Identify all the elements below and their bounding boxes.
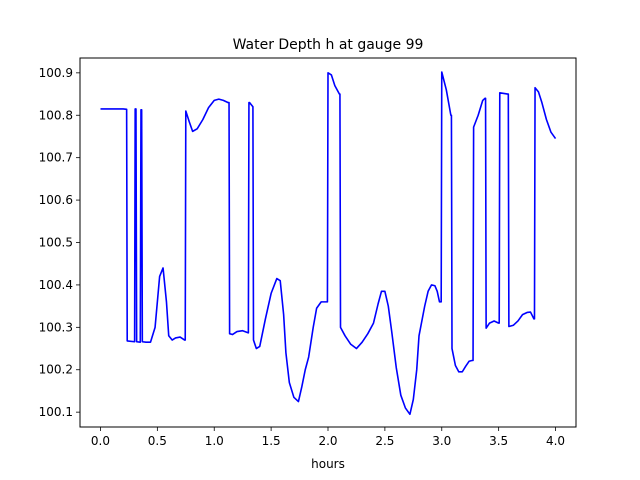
y-axis: 100.1 100.2 100.3 100.4 100.5 100.6 100.7 100.8… bbox=[39, 66, 80, 419]
y-tick-label: 100.8 bbox=[39, 108, 73, 122]
y-tick-label: 100.7 bbox=[39, 151, 73, 165]
x-tick-label: 1.0 bbox=[205, 434, 224, 448]
x-tick-label: 1.5 bbox=[262, 434, 281, 448]
x-tick-label: 3.5 bbox=[489, 434, 508, 448]
chart-title: Water Depth h at gauge 99 bbox=[233, 37, 424, 53]
x-tick-label: 2.0 bbox=[318, 434, 337, 448]
series-line-0 bbox=[100, 71, 557, 416]
plot-frame bbox=[79, 57, 577, 428]
x-tick-label: 3.0 bbox=[432, 434, 451, 448]
x-tick-label: 0.0 bbox=[91, 434, 110, 448]
y-tick-label: 100.4 bbox=[39, 278, 73, 292]
y-tick-label: 100.9 bbox=[39, 66, 73, 80]
x-tick-label: 2.5 bbox=[375, 434, 394, 448]
x-axis-label: hours bbox=[311, 457, 345, 471]
plot-area bbox=[100, 71, 557, 416]
y-tick-label: 100.2 bbox=[39, 363, 73, 377]
x-axis: 0.0 0.5 1.0 1.5 2.0 2.5 3.0 3.5 4.0 bbox=[91, 427, 565, 448]
y-tick-label: 100.5 bbox=[39, 236, 73, 250]
x-tick-label: 0.5 bbox=[148, 434, 167, 448]
y-tick-label: 100.6 bbox=[39, 193, 73, 207]
y-tick-label: 100.1 bbox=[39, 405, 73, 419]
x-tick-label: 4.0 bbox=[546, 434, 565, 448]
y-tick-label: 100.3 bbox=[39, 320, 73, 334]
